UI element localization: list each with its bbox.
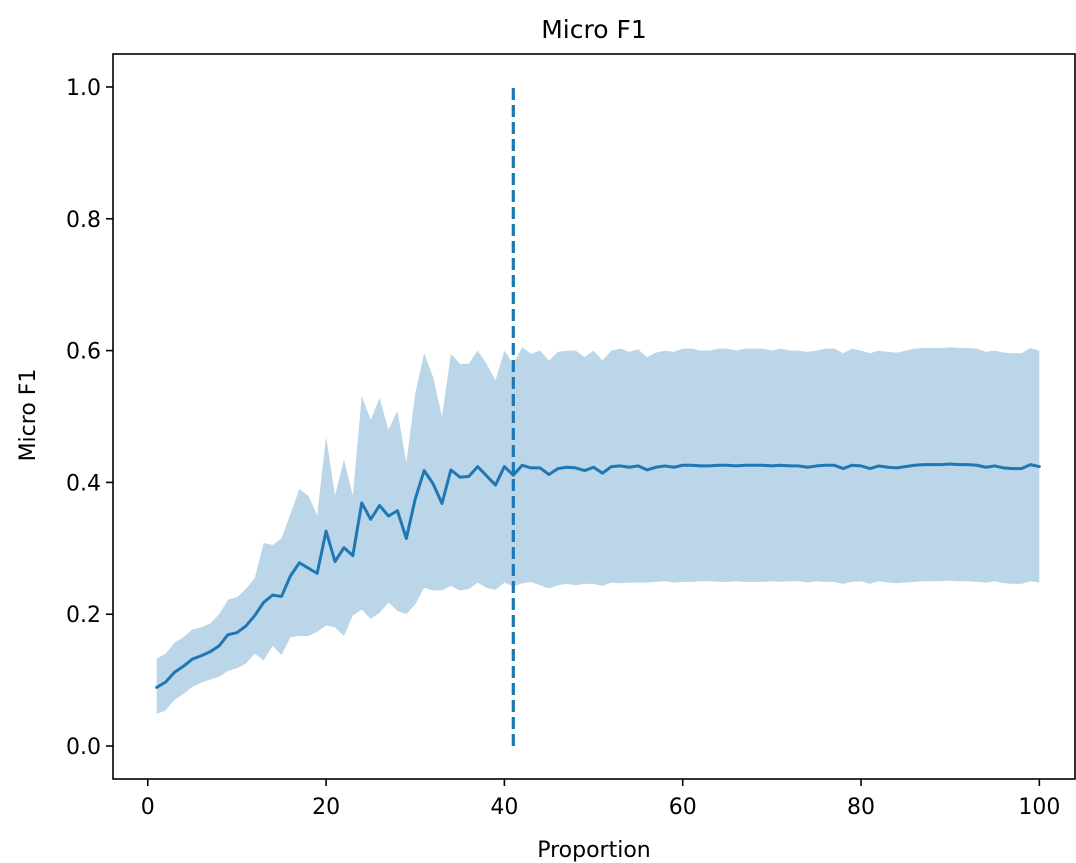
chart-title: Micro F1 [541, 15, 647, 44]
x-axis-ticks: 0 20 40 60 80 100 [141, 779, 1060, 820]
y-tick-label: 1.0 [66, 76, 101, 101]
x-tick-label: 0 [141, 795, 155, 820]
confidence-band [156, 347, 1040, 714]
plot-area [155, 86, 1041, 747]
x-tick-label: 100 [1018, 795, 1060, 820]
x-tick-label: 80 [847, 795, 875, 820]
y-axis-ticks: 0.0 0.2 0.4 0.6 0.8 1.0 [66, 76, 113, 760]
x-tick-label: 60 [669, 795, 697, 820]
x-tick-label: 40 [490, 795, 518, 820]
y-tick-label: 0.0 [66, 735, 101, 760]
y-tick-label: 0.2 [66, 603, 101, 628]
y-tick-label: 0.6 [66, 340, 101, 365]
x-axis-label: Proportion [537, 838, 651, 863]
y-tick-label: 0.8 [66, 208, 101, 233]
x-tick-label: 20 [312, 795, 340, 820]
y-axis-label: Micro F1 [16, 369, 41, 462]
mean-line [155, 462, 1041, 689]
axes-frame [112, 53, 1076, 780]
y-tick-label: 0.4 [66, 471, 101, 496]
